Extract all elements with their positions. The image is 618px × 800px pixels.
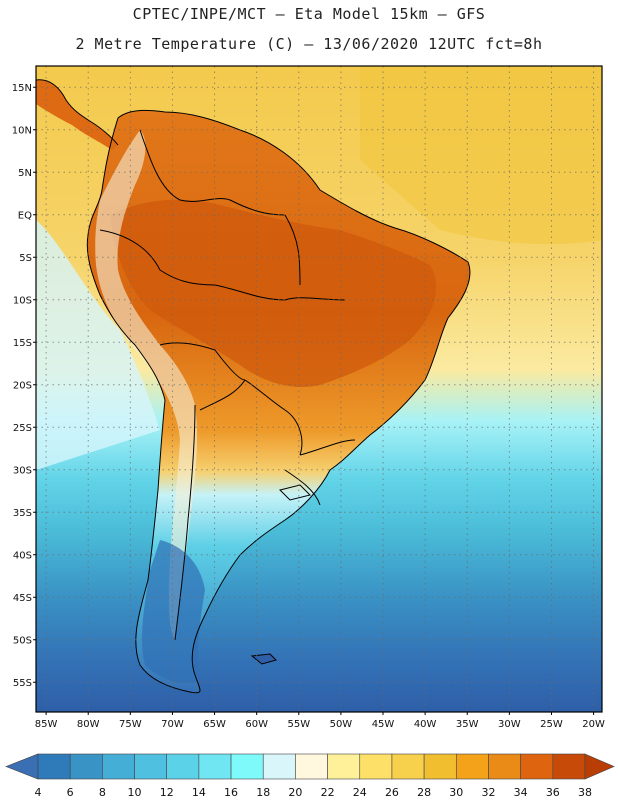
colorbar-segment <box>552 753 586 780</box>
lon-label-75W: 75W <box>119 719 142 730</box>
map-title-line-1: CPTEC/INPE/MCT – Eta Model 15km – GFS <box>132 5 486 23</box>
lat-label-55S: 55S <box>13 678 32 689</box>
colorbar-segment <box>37 753 71 780</box>
central-america <box>36 79 118 150</box>
colorbar-label: 16 <box>224 786 238 799</box>
colorbar-segment <box>391 753 425 780</box>
warm-atlantic-band <box>360 66 602 245</box>
lon-label-70W: 70W <box>161 719 184 730</box>
lat-label-5S: 5S <box>19 253 32 264</box>
colorbar-segment <box>520 753 554 780</box>
colorbar-label: 8 <box>99 786 106 799</box>
colorbar-label: 26 <box>385 786 399 799</box>
colorbar-label: 12 <box>160 786 174 799</box>
lat-label-20S: 20S <box>13 380 32 391</box>
colorbar-label: 38 <box>578 786 592 799</box>
lon-label-60W: 60W <box>245 719 268 730</box>
colorbar-segment <box>166 753 200 780</box>
colorbar-label: 28 <box>417 786 431 799</box>
lon-label-35W: 35W <box>456 719 479 730</box>
colorbar-label: 30 <box>449 786 463 799</box>
colorbar-label: 18 <box>256 786 270 799</box>
lon-label-50W: 50W <box>330 719 353 730</box>
colorbar-segment <box>455 753 489 780</box>
lon-label-40W: 40W <box>414 719 437 730</box>
lon-label-65W: 65W <box>203 719 226 730</box>
colorbar-label: 36 <box>546 786 560 799</box>
andes-highlands <box>95 130 198 640</box>
colorbar-segment <box>198 753 232 780</box>
falklands <box>250 653 277 665</box>
colorbar: 4 6 8 10 12 14 16 18 20 22 24 26 28 30 32 34 36 38 <box>5 753 615 799</box>
lat-label-EQ: EQ <box>18 210 32 221</box>
lon-label-30W: 30W <box>498 719 521 730</box>
lat-label-30S: 30S <box>13 465 32 476</box>
hot-interior <box>110 199 437 388</box>
colorbar-segment <box>359 753 393 780</box>
lat-label-10N: 10N <box>12 125 32 136</box>
colorbar-segment <box>262 753 296 780</box>
colorbar-label: 32 <box>481 786 495 799</box>
lon-label-85W: 85W <box>35 719 58 730</box>
patagonia-cold <box>142 540 205 684</box>
colorbar-segment <box>423 753 457 780</box>
colorbar-label: 6 <box>67 786 74 799</box>
colorbar-label: 34 <box>514 786 528 799</box>
colorbar-segment <box>230 753 264 780</box>
lon-label-45W: 45W <box>372 719 395 730</box>
lon-label-25W: 25W <box>540 719 563 730</box>
colorbar-label: 4 <box>35 786 42 799</box>
lat-label-15N: 15N <box>12 83 32 94</box>
map-frame <box>35 65 603 713</box>
lat-label-15S: 15S <box>13 338 32 349</box>
pacific-cool-tongue <box>36 220 160 470</box>
colorbar-label: 10 <box>128 786 142 799</box>
latitude-labels: 15N 10N 5N EQ 5S 10S 15S 20S 25S 30S 35S 40S 45S 50S 5… <box>12 83 36 689</box>
colorbar-left-arrow <box>5 753 39 780</box>
colorbar-segment <box>102 753 135 780</box>
lat-label-40S: 40S <box>13 550 32 561</box>
lon-label-20W: 20W <box>582 719 605 730</box>
lat-label-50S: 50S <box>13 635 32 646</box>
lat-label-5N: 5N <box>18 168 32 179</box>
lat-label-10S: 10S <box>13 295 32 306</box>
longitude-labels: 85W 80W 75W 70W 65W 60W 55W 50W 45W 40W 35W 30W 25W 2… <box>35 712 605 730</box>
lat-label-45S: 45S <box>13 593 32 604</box>
colorbar-label: 20 <box>288 786 302 799</box>
lat-label-25S: 25S <box>13 423 32 434</box>
map-title-line-2: 2 Metre Temperature (C) – 13/06/2020 12U… <box>75 35 543 53</box>
colorbar-segment <box>488 753 521 780</box>
lon-label-80W: 80W <box>77 719 100 730</box>
colorbar-right-arrow <box>584 753 615 780</box>
colorbar-segment <box>69 753 103 780</box>
colorbar-segment <box>134 753 168 780</box>
colorbar-label: 24 <box>353 786 367 799</box>
graticule <box>36 66 602 712</box>
colorbar-label: 22 <box>321 786 335 799</box>
colorbar-label: 14 <box>192 786 206 799</box>
lat-label-35S: 35S <box>13 508 32 519</box>
colorbar-segment <box>327 753 361 780</box>
lon-label-55W: 55W <box>287 719 310 730</box>
colorbar-segment <box>295 753 328 780</box>
